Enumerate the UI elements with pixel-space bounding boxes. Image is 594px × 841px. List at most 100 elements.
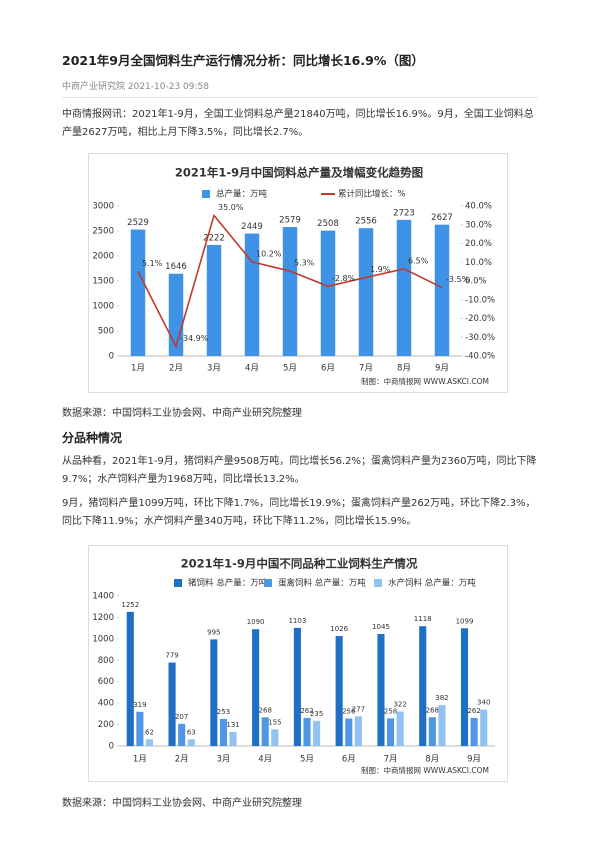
bar	[320, 230, 336, 356]
x-tick-label: 3月	[216, 755, 230, 765]
y2-tick-label: -40.0%	[465, 352, 495, 362]
bar	[126, 611, 134, 746]
source-note: 数据来源：中国饲料工业协会网、中商产业研究院整理	[62, 798, 302, 809]
y2-tick-label: -30.0%	[465, 333, 495, 343]
legend-label: 猪饲料 总产量：万吨	[188, 578, 268, 589]
data-label: 5.1%	[142, 259, 163, 268]
y-tick-label: 1000	[92, 634, 114, 644]
data-label: 1090	[247, 618, 265, 626]
data-label: 1099	[456, 617, 474, 625]
bar	[335, 636, 343, 746]
bar	[136, 711, 144, 746]
bar	[387, 718, 395, 746]
y2-tick-label: -10.0%	[465, 295, 495, 305]
source-mark: 制图：中商情报网 WWW.ASKCI.COM	[361, 765, 489, 775]
legend-swatch	[374, 579, 382, 587]
intro-paragraph: 中商情报网讯：2021年1-9月，全国工业饲料总产量21840万吨，同比增长16…	[62, 109, 534, 138]
data-label: 155	[268, 718, 281, 726]
chart-title: 2021年1-9月中国不同品种工业饲料生产情况	[181, 557, 418, 571]
data-label: 5.3%	[294, 259, 315, 268]
data-label: 262	[300, 707, 313, 715]
data-label: 2529	[127, 218, 149, 228]
bar	[293, 627, 301, 746]
bar	[206, 244, 222, 356]
x-tick-label: 1月	[133, 755, 147, 765]
data-label: 2627	[431, 213, 453, 223]
legend-label: 累计同比增长：%	[338, 189, 406, 200]
data-label: 1.9%	[370, 265, 391, 274]
data-label: -2.8%	[332, 274, 356, 283]
y2-tick-label: 20.0%	[465, 239, 492, 249]
y-tick-label: 1500	[92, 277, 114, 287]
data-label: 319	[133, 701, 146, 709]
bar	[303, 717, 311, 746]
paragraph: 9月，猪饲料产量1099万吨，环比下降1.7%，同比增长19.9%；蛋禽饲料产量…	[62, 498, 536, 527]
data-label: 131	[226, 721, 239, 729]
legend-label: 水产饲料 总产量：万吨	[388, 578, 476, 589]
bar	[470, 717, 478, 746]
data-label: 268	[426, 706, 439, 714]
y-tick-label: 2500	[92, 227, 114, 237]
bar	[396, 711, 404, 746]
x-tick-label: 4月	[245, 364, 259, 374]
y-tick-label: 1400	[92, 592, 114, 602]
data-label: 207	[175, 713, 188, 721]
data-label: 2556	[355, 217, 377, 227]
source-mark: 制图：中商情报网 WWW.ASKCI.COM	[361, 376, 489, 386]
bar	[168, 662, 176, 746]
bar	[252, 629, 260, 746]
x-tick-label: 2月	[169, 364, 183, 374]
y-tick-label: 3000	[92, 202, 114, 212]
data-label: 1103	[288, 617, 306, 625]
y2-tick-label: 30.0%	[465, 220, 492, 230]
x-tick-label: 5月	[283, 364, 297, 374]
y-tick-label: 400	[98, 699, 114, 709]
bar	[428, 717, 436, 746]
x-tick-label: 2月	[175, 755, 189, 765]
bar	[434, 224, 450, 356]
bar	[480, 709, 488, 746]
data-label: 256	[342, 708, 356, 716]
data-label: 1026	[330, 625, 348, 633]
x-tick-label: 7月	[359, 364, 373, 374]
data-label: 322	[393, 701, 406, 709]
bar	[219, 718, 227, 746]
y2-tick-label: 10.0%	[465, 258, 492, 268]
data-label: -34.9%	[180, 334, 209, 343]
data-label: 235	[310, 710, 323, 718]
y-tick-label: 1000	[92, 302, 114, 312]
data-label: 63	[187, 728, 196, 736]
data-label: 1118	[414, 615, 432, 623]
chart-title: 2021年1-9月中国饲料总产量及增幅变化趋势图	[175, 166, 423, 180]
bar	[377, 634, 385, 746]
bar	[419, 626, 427, 746]
bar	[313, 720, 321, 746]
section-heading: 分品种情况	[62, 431, 123, 445]
data-label: 10.2%	[256, 249, 282, 258]
bar	[358, 228, 374, 356]
data-label: 2222	[203, 233, 225, 243]
data-label: -3.5%	[446, 275, 470, 284]
data-label: 2449	[241, 222, 263, 232]
data-label: 253	[217, 708, 230, 716]
y-tick-label: 1200	[92, 613, 114, 623]
data-label: 62	[145, 728, 154, 736]
article-meta: 中商产业研究院 2021-10-23 09:58	[62, 82, 209, 92]
x-tick-label: 7月	[384, 755, 398, 765]
bar	[229, 731, 237, 746]
legend-label: 总产量：万吨	[216, 189, 268, 200]
legend-swatch	[174, 579, 182, 587]
y-tick-label: 0	[109, 742, 114, 752]
data-label: 1045	[372, 623, 390, 631]
y2-tick-label: 40.0%	[465, 202, 492, 212]
data-label: 382	[435, 694, 448, 702]
source-note: 数据来源：中国饲料工业协会网、中商产业研究院整理	[62, 408, 302, 419]
bar	[145, 739, 154, 746]
bar	[271, 729, 279, 746]
y-tick-label: 800	[98, 656, 114, 666]
bar	[345, 718, 353, 746]
y-tick-label: 200	[98, 720, 114, 730]
x-tick-label: 1月	[131, 364, 145, 374]
